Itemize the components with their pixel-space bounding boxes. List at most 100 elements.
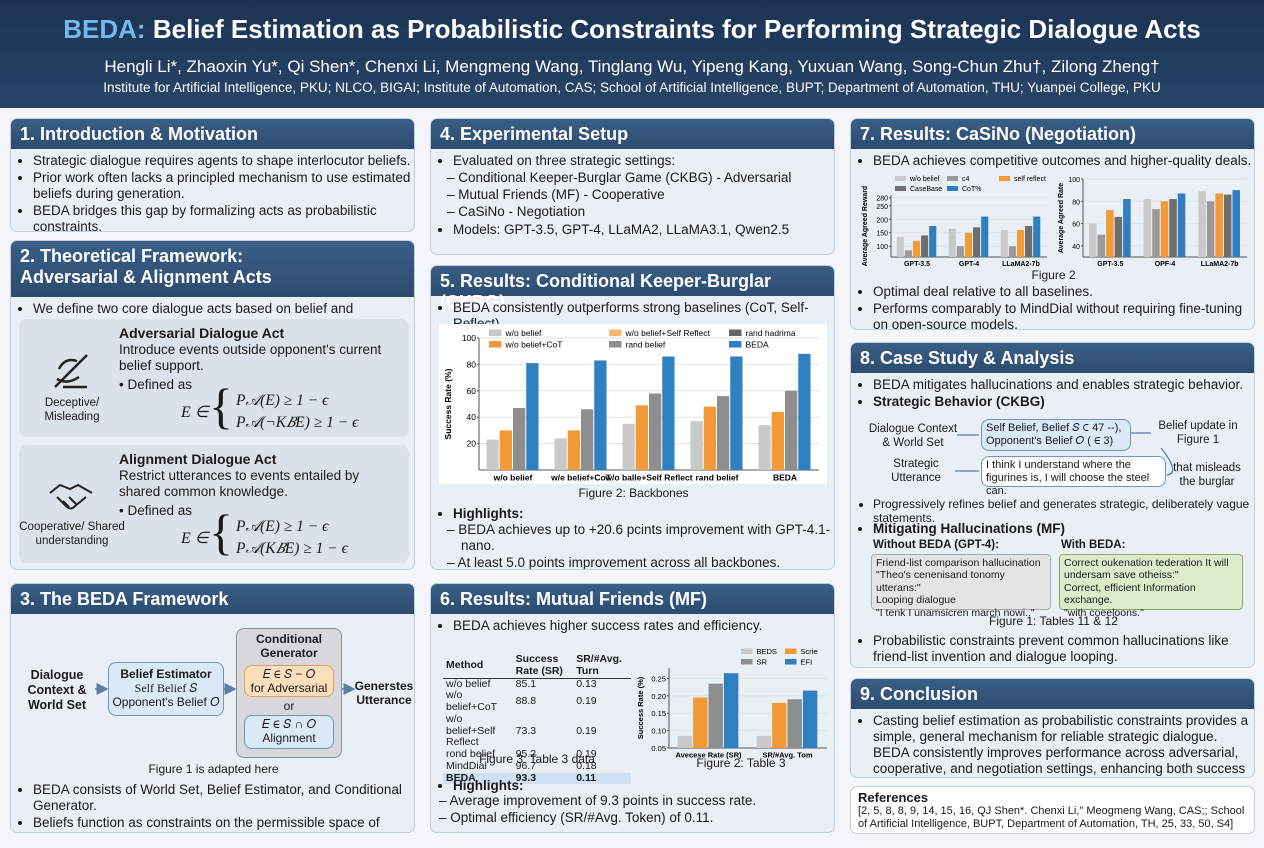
table-cell: 73.3 <box>515 724 537 737</box>
act-description: Introduce events outside opponent's curr… <box>119 342 382 373</box>
bar <box>1008 246 1016 257</box>
y-tick-label: 60 <box>467 386 477 396</box>
legend-swatch <box>609 341 622 348</box>
legend-label: c4 <box>962 176 970 183</box>
bar <box>649 393 662 470</box>
x-tick-label: rand belief <box>696 473 739 483</box>
caption: Figure 1: Tables 11 & 12 <box>989 614 1118 628</box>
legend-label: self reflect <box>1014 176 1046 183</box>
references-panel: References [2, 5, 8, 8, 9, 14, 15, 16, Q… <box>850 786 1255 834</box>
formula: 𝐸 ∈ 𝑆 − 𝑂 <box>262 667 316 681</box>
table-cell: w/o belief+Self Reflect <box>446 712 496 749</box>
bar <box>785 390 798 470</box>
bar <box>526 363 539 470</box>
estimator-line: Opponent's Belief 𝑂 <box>112 695 220 710</box>
heading: 4. Experimental Setup <box>431 119 834 149</box>
bullets: Highlights: <box>431 506 524 523</box>
line: "with coeeloons." <box>1064 606 1144 619</box>
line: Friend-list comparison hallucination <box>876 557 1041 569</box>
title: BEDA: Belief Estimation as Probabilistic… <box>0 14 1264 45</box>
bar <box>929 226 937 257</box>
constraint: P𝒜(¬K𝐵E) ≥ 1 − ϵ <box>236 414 359 431</box>
table-cell: 95.2 <box>515 748 537 760</box>
brace: { <box>209 504 233 560</box>
authors: Hengli Li*, Zhaoxin Yu*, Qi Shen*, Chenx… <box>104 57 1160 76</box>
table-cell: BEDA <box>446 771 476 784</box>
title-text: Belief Estimation as Probabilistic Const… <box>152 14 1201 44</box>
bar <box>622 423 635 470</box>
bullet: Probabilistic constraints prevent common… <box>873 633 1251 665</box>
bar <box>973 227 981 257</box>
formula-lhs: E ∈ <box>181 404 209 421</box>
beda-framework-panel: 3. The BEDA Framework Dialogue Context &… <box>10 583 415 833</box>
bar <box>1123 199 1131 257</box>
bar <box>758 425 771 470</box>
legend-swatch <box>729 341 742 348</box>
legend-label: EFI <box>801 658 813 667</box>
x-tick-label: GPT-3.5 <box>1097 261 1123 268</box>
bullets: Evaluated on three strategic settings: <box>431 153 834 169</box>
legend-label: CaseBase <box>910 186 942 193</box>
legend-swatch <box>609 329 622 336</box>
mf-panel: 6. Results: Mutual Friends (MF) BEDA ach… <box>430 583 835 833</box>
line: Looping dialogue <box>876 594 956 607</box>
table-cell: rond belief <box>446 748 496 760</box>
bullets: BEDA mitigates hallucinations and enable… <box>851 377 1254 410</box>
table-cell: 0.19 <box>576 724 597 737</box>
note: that misleads the burglar <box>1173 462 1241 488</box>
x-tick-label: w/o belief <box>493 473 533 483</box>
bullet: BEDA mitigates hallucinations and enable… <box>873 377 1254 393</box>
highlight: Optimal efficiency (SR/#Avg. Token) of 0… <box>450 810 756 826</box>
table-cell: MindDial <box>446 759 487 772</box>
belief-box: Self Belief, Belief 𝑆 ⊂ 47 --), Opponent'… <box>981 419 1131 451</box>
estimator-line: Self Belief 𝑆 <box>134 681 198 696</box>
defined-as-text: Defined as <box>127 377 193 392</box>
y-tick-label: 0.10 <box>651 727 666 736</box>
table-cell: 0.19 <box>576 748 597 760</box>
references-heading: References <box>858 790 929 805</box>
bullet: BEDA consists of World Set, Belief Estim… <box>33 782 411 814</box>
bar <box>1016 230 1025 257</box>
x-tick-label: w/e belief+CoT <box>550 473 612 483</box>
bullets: BEDA consists of World Set, Belief Estim… <box>11 782 411 832</box>
caption: Figure 2: Backbones <box>578 486 689 500</box>
header: BEDA: Belief Estimation as Probabilistic… <box>0 0 1264 108</box>
y-axis-label: Success Rate (%) <box>443 368 453 439</box>
bullets: Progressively refines belief and generat… <box>851 497 1254 526</box>
acronym: BEDA: <box>63 14 146 44</box>
bar <box>756 735 772 748</box>
heading: 3. The BEDA Framework <box>11 584 414 614</box>
line: "I tenk I unamsicren march nowi.." <box>876 606 1035 619</box>
heading: 9. Conclusion <box>851 679 1254 709</box>
legend-swatch <box>785 648 797 654</box>
bullets: BEDA achieves higher success rates and e… <box>431 618 834 634</box>
y-axis-label: Success Rate (%) <box>636 676 645 739</box>
legend-label: BEDS <box>757 647 777 656</box>
bar <box>486 439 499 470</box>
option-label: Alignment <box>262 731 316 746</box>
bar <box>703 406 716 470</box>
bullet: Progressively refines belief and generat… <box>873 497 1254 525</box>
bar <box>1198 191 1206 257</box>
heading: 6. Results: Mutual Friends (MF) <box>431 584 834 614</box>
bullet: Beliefs function as constraints on the p… <box>33 815 411 832</box>
bar <box>1232 190 1240 257</box>
handshake-icon <box>49 483 93 510</box>
bar <box>1152 209 1160 257</box>
bar <box>1215 193 1223 257</box>
path <box>49 483 93 510</box>
bar <box>802 690 818 748</box>
references-text: [2, 5, 8, 8, 9, 14, 15, 16, QJ Shen*. Ch… <box>858 805 1245 831</box>
caption: Figure 3: Table 3 data <box>479 752 595 766</box>
bullets: Casting belief estimation as probabilist… <box>851 713 1254 777</box>
bar <box>567 430 580 470</box>
x-tick-label: LLaMA2-7b <box>1201 261 1239 268</box>
bar <box>662 356 675 470</box>
or: or <box>283 699 295 713</box>
constraint: P𝒜(K𝐵E) ≥ 1 − ϵ <box>236 540 348 557</box>
estimator-box: Belief Estimator Self Belief 𝑆 Opponent'… <box>108 662 224 716</box>
y-tick-label: 80 <box>467 359 477 369</box>
heading-line: Adversarial & Alignment Acts <box>20 267 272 288</box>
